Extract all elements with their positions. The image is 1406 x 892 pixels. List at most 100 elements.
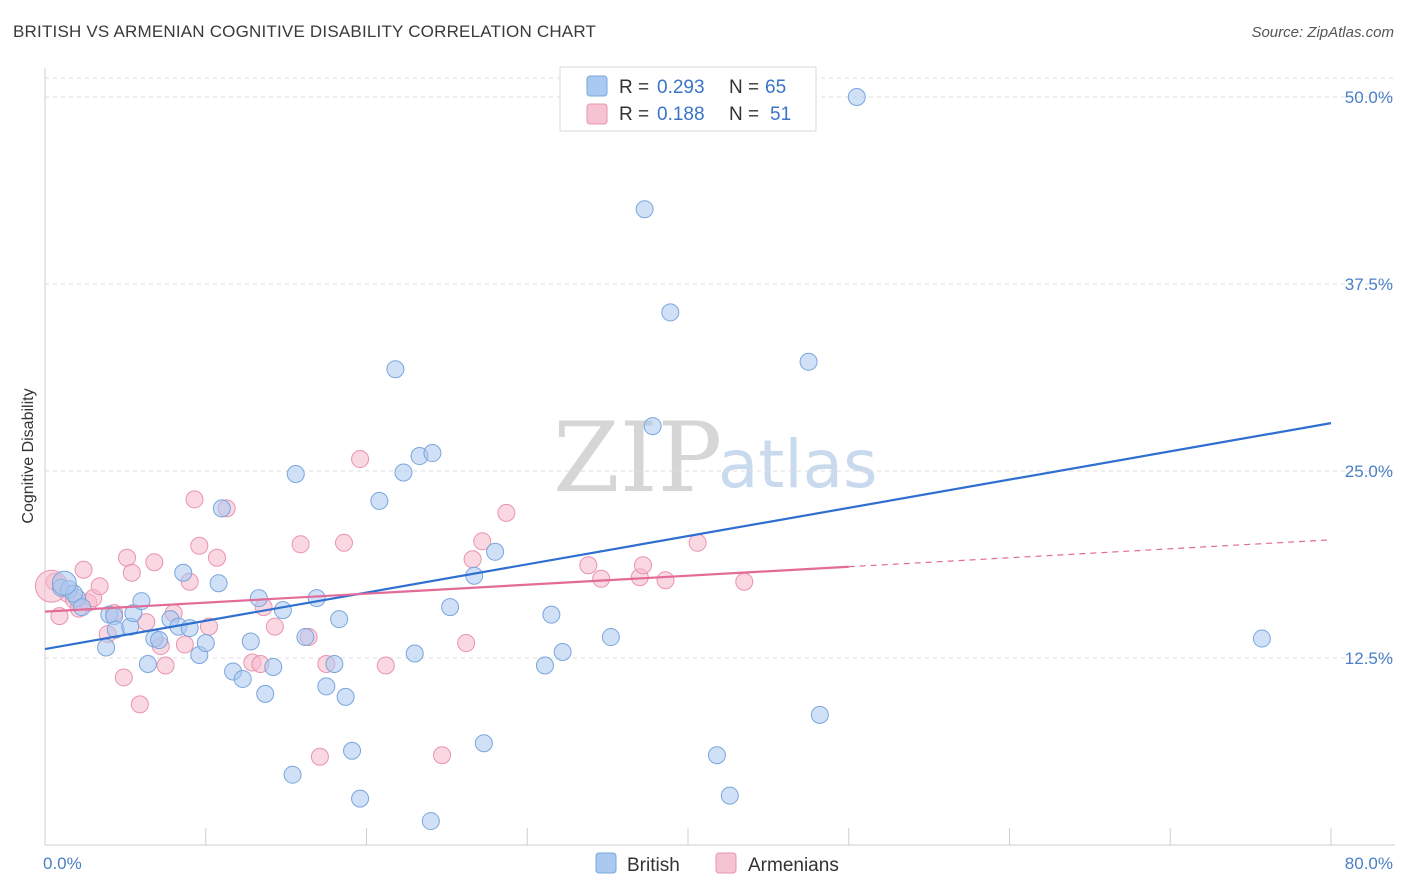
armenians-point	[592, 569, 611, 588]
armenians-point	[114, 668, 133, 687]
bottom-legend-british-label: British	[627, 855, 680, 876]
armenians-point	[175, 635, 194, 654]
armenians-point	[656, 571, 675, 590]
british-point	[405, 644, 424, 663]
armenians-trend-line	[44, 565, 849, 613]
british-point	[847, 88, 866, 106]
armenians-point	[376, 656, 395, 675]
legend-british-n-value: 65	[765, 77, 786, 98]
british-point	[720, 786, 739, 805]
armenians-point	[310, 747, 329, 766]
armenians-point	[497, 503, 516, 522]
legend-british-swatch	[586, 75, 608, 97]
british-point	[394, 463, 413, 482]
british-point	[283, 765, 302, 784]
british-point	[196, 634, 215, 653]
watermark-zip: ZIP	[553, 402, 722, 514]
legend-british-r-label: R =	[619, 77, 649, 98]
armenians-point	[457, 634, 476, 653]
y-tick-label-1: 25.0%	[1345, 462, 1393, 481]
british-point	[51, 570, 77, 596]
british-point	[150, 631, 169, 650]
watermark-atlas: atlas	[718, 426, 878, 503]
british-point	[661, 303, 680, 322]
legend-armenians-r-value: 0.188	[657, 104, 705, 125]
british-point	[256, 684, 275, 703]
british-point	[209, 574, 228, 593]
armenians-point	[334, 533, 353, 552]
armenians-points	[34, 450, 754, 766]
british-point	[486, 542, 505, 561]
y-tick-label-3: 50.0%	[1345, 88, 1393, 107]
british-point	[343, 741, 362, 760]
legend-british-n-label: N =	[729, 77, 759, 98]
british-point	[264, 657, 283, 676]
y-tick-label-0: 12.5%	[1345, 649, 1393, 668]
armenians-point	[74, 560, 93, 579]
armenians-point	[265, 617, 284, 636]
british-point	[423, 444, 442, 463]
armenians-point	[579, 556, 598, 575]
british-point	[707, 746, 726, 765]
british-point	[386, 360, 405, 379]
chart-title: BRITISH VS ARMENIAN COGNITIVE DISABILITY…	[13, 22, 597, 41]
armenians-point	[633, 556, 652, 575]
tick-labels: 12.5% 25.0% 37.5% 50.0% 0.0% 80.0%	[43, 88, 1393, 873]
british-point	[138, 654, 157, 673]
british-point	[241, 632, 260, 651]
british-point	[799, 352, 818, 371]
armenians-point	[735, 572, 754, 591]
british-point	[542, 605, 561, 624]
british-point	[370, 491, 389, 510]
british-point	[325, 654, 344, 673]
legend-armenians-swatch	[586, 103, 608, 125]
british-point	[336, 687, 355, 706]
legend-armenians-r-label: R =	[619, 104, 649, 125]
british-point	[317, 677, 336, 696]
british-point	[810, 705, 829, 724]
armenians-point	[190, 536, 209, 555]
source-label: Source: ZipAtlas.com	[1251, 24, 1394, 41]
british-point	[174, 563, 193, 582]
bottom-legend-armenians-label: Armenians	[748, 855, 839, 876]
grid-lines	[45, 77, 1395, 659]
british-point	[72, 598, 91, 617]
armenians-trend-extension	[848, 539, 1332, 568]
british-point	[601, 628, 620, 647]
british-point	[553, 643, 572, 662]
legend-armenians-n-label: N =	[729, 104, 759, 125]
armenians-point	[473, 532, 492, 551]
british-point	[212, 499, 231, 518]
armenians-point	[90, 577, 109, 596]
trend-lines	[44, 422, 1332, 651]
british-point	[643, 417, 662, 436]
armenians-point	[130, 695, 149, 714]
armenians-point	[117, 548, 136, 567]
bottom-legend: British Armenians	[595, 852, 839, 876]
british-point	[351, 789, 370, 808]
british-point	[249, 589, 268, 608]
legend-armenians-n-value: 51	[770, 104, 791, 125]
british-trend-line	[44, 422, 1332, 651]
british-point	[307, 589, 326, 608]
armenians-point	[145, 553, 164, 572]
british-point	[273, 601, 292, 620]
armenians-point	[185, 490, 204, 509]
armenians-point	[291, 535, 310, 554]
armenians-point	[122, 563, 141, 582]
armenians-point	[156, 656, 175, 675]
armenians-point	[208, 548, 227, 567]
british-point	[97, 638, 116, 657]
armenians-point	[351, 450, 370, 469]
y-axis-label: Cognitive Disability	[20, 388, 37, 523]
british-point	[421, 812, 440, 831]
bottom-legend-armenians-swatch	[715, 852, 737, 874]
bottom-legend-british-swatch	[595, 852, 617, 874]
british-point	[441, 598, 460, 617]
british-point	[286, 464, 305, 483]
british-point	[535, 656, 554, 675]
british-point	[635, 200, 654, 219]
british-point	[330, 610, 349, 629]
axes	[44, 68, 1395, 846]
